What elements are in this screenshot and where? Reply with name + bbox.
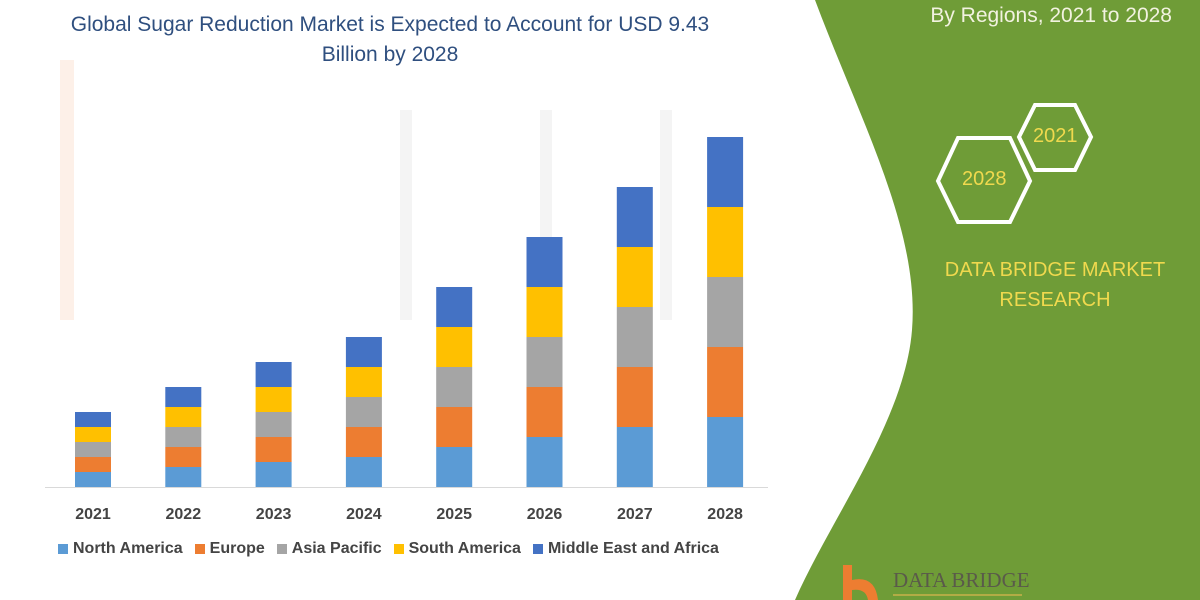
legend-swatch bbox=[532, 544, 543, 554]
bar-segment-2027-asia-pacific bbox=[616, 307, 653, 367]
bar-segment-2025-north-america bbox=[436, 447, 473, 487]
bar-segment-2027-europe bbox=[616, 367, 653, 427]
bar-segment-2023-middle-east-and-africa bbox=[255, 362, 292, 387]
x-tick-label: 2024 bbox=[346, 506, 382, 523]
x-tick-label: 2028 bbox=[707, 506, 743, 523]
bar-segment-2023-europe bbox=[255, 437, 292, 462]
bar-segment-2022-south-america bbox=[165, 407, 202, 427]
x-tick-label: 2023 bbox=[256, 506, 292, 523]
legend-swatch bbox=[194, 544, 205, 554]
bar-segment-2022-europe bbox=[165, 447, 202, 467]
logo-icon bbox=[843, 565, 1022, 600]
x-tick-label: 2021 bbox=[75, 506, 111, 523]
bar-segment-2026-europe bbox=[526, 387, 563, 437]
legend-label: South America bbox=[408, 540, 521, 557]
bar-segment-2021-north-america bbox=[75, 472, 111, 487]
legend-label: Middle East and Africa bbox=[547, 540, 719, 557]
chart-title: Global Sugar Reduction Market is Expecte… bbox=[70, 13, 710, 66]
watermark-shapes bbox=[60, 60, 672, 320]
legend-item-europe: Europe bbox=[194, 540, 265, 558]
bar-segment-2025-europe bbox=[436, 407, 473, 447]
bar-segment-2024-middle-east-and-africa bbox=[345, 337, 382, 367]
legend-swatch bbox=[58, 544, 68, 554]
bar-segment-2021-asia-pacific bbox=[75, 442, 111, 457]
legend-swatch bbox=[276, 544, 287, 554]
bar-segment-2023-south-america bbox=[255, 387, 292, 412]
bar-segment-2023-asia-pacific bbox=[255, 412, 292, 437]
bar-segment-2025-middle-east-and-africa bbox=[436, 287, 473, 327]
bar-segment-2027-middle-east-and-africa bbox=[616, 187, 653, 247]
bar-segment-2022-middle-east-and-africa bbox=[165, 387, 202, 407]
legend-item-north-america: North America bbox=[58, 540, 183, 558]
bar-segment-2023-north-america bbox=[255, 462, 292, 487]
chart-subtitle: By Regions, 2021 to 2028 bbox=[930, 4, 1172, 27]
legend-item-asia-pacific: Asia Pacific bbox=[276, 540, 382, 558]
bar-segment-2022-asia-pacific bbox=[165, 427, 202, 447]
hex-label-2021: 2021 bbox=[1033, 125, 1078, 147]
bar-segment-2021-europe bbox=[75, 457, 111, 472]
bar-segment-2024-europe bbox=[345, 427, 382, 457]
legend-label: Asia Pacific bbox=[291, 540, 382, 557]
hexagon-2028 bbox=[935, 136, 1033, 224]
bar-segment-2024-south-america bbox=[345, 367, 382, 397]
bar-segment-2025-south-america bbox=[436, 327, 473, 367]
bar-segment-2024-north-america bbox=[345, 457, 382, 487]
legend-label: Europe bbox=[209, 540, 265, 557]
bar-segment-2021-south-america bbox=[75, 427, 111, 442]
x-tick-label: 2025 bbox=[436, 506, 472, 523]
bar-segment-2024-asia-pacific bbox=[345, 397, 382, 427]
brand-name: DATA BRIDGE MARKET RESEARCH bbox=[944, 259, 1166, 311]
hexagon-2021 bbox=[1016, 103, 1094, 172]
bar-segment-2027-south-america bbox=[616, 247, 653, 307]
x-tick-label: 2027 bbox=[617, 506, 653, 523]
bar-segment-2025-asia-pacific bbox=[436, 367, 473, 407]
bar-segment-2026-asia-pacific bbox=[526, 337, 563, 387]
legend-swatch bbox=[393, 544, 404, 554]
legend-item-south-america: South America bbox=[393, 540, 521, 558]
bar-segment-2027-north-america bbox=[616, 427, 653, 487]
stacked-bar-chart: 2021 2022 2023 2024 2025 2026 2027 2028 bbox=[45, 137, 768, 523]
bar-segment-2028-middle-east-and-africa bbox=[707, 137, 744, 207]
legend-label: North America bbox=[73, 540, 183, 557]
x-tick-label: 2022 bbox=[166, 506, 202, 523]
bar-segment-2022-north-america bbox=[165, 467, 202, 487]
bar-segment-2028-asia-pacific bbox=[707, 277, 744, 347]
bar-segment-2026-south-america bbox=[526, 287, 563, 337]
bar-segment-2028-europe bbox=[707, 347, 744, 417]
bar-segment-2028-south-america bbox=[707, 207, 744, 277]
bar-segment-2028-north-america bbox=[707, 417, 744, 487]
hex-label-2028: 2028 bbox=[962, 168, 1007, 190]
bar-segment-2026-middle-east-and-africa bbox=[526, 237, 563, 287]
bar-segment-2026-north-america bbox=[526, 437, 563, 487]
legend-item-middle-east-africa: Middle East and Africa bbox=[532, 540, 719, 558]
x-tick-label: 2026 bbox=[527, 506, 563, 523]
bar-segment-2021-middle-east-and-africa bbox=[75, 412, 111, 427]
legend: North America Europe Asia Pacific South … bbox=[58, 540, 719, 558]
green-side-panel bbox=[795, 0, 1200, 600]
logo-text: DATA BRIDGE bbox=[893, 568, 1030, 592]
